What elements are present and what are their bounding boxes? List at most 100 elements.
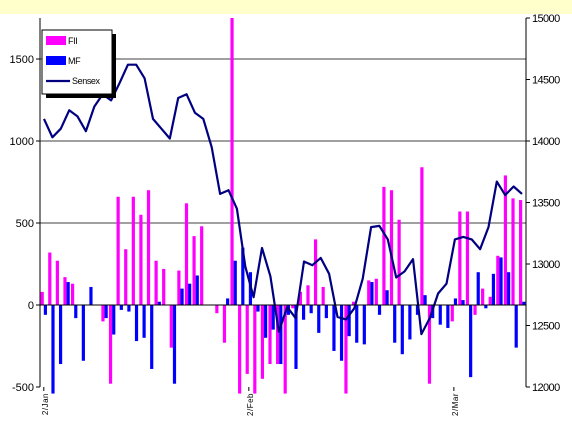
mf-bar bbox=[271, 305, 275, 330]
mf-bar bbox=[150, 305, 154, 369]
mf-bar bbox=[446, 305, 450, 328]
fii-bar bbox=[215, 305, 219, 314]
fii-bar bbox=[389, 190, 394, 305]
mf-bar bbox=[66, 282, 70, 305]
fii-bar bbox=[465, 211, 470, 305]
mf-bar bbox=[309, 305, 313, 314]
right-axis-tick-label: 12500 bbox=[532, 321, 560, 333]
right-axis-tick-label: 14500 bbox=[532, 75, 560, 87]
mf-bar bbox=[43, 305, 47, 315]
mf-bar bbox=[256, 305, 260, 312]
mf-bar bbox=[355, 305, 359, 343]
sensex-line bbox=[42, 63, 523, 336]
mf-bar bbox=[279, 305, 283, 365]
mf-bar bbox=[514, 305, 518, 348]
fii-bar bbox=[291, 305, 295, 309]
fii-bar bbox=[162, 268, 166, 305]
mf-bar bbox=[89, 286, 93, 305]
legend-swatch bbox=[46, 36, 66, 45]
right-axis-tick-label: 13000 bbox=[532, 259, 560, 271]
fii-bar bbox=[519, 200, 523, 305]
mf-bar bbox=[347, 305, 351, 337]
fii-bar bbox=[48, 252, 52, 305]
fii-bar bbox=[382, 186, 386, 305]
fii-bar bbox=[230, 18, 234, 305]
mf-bar bbox=[484, 305, 488, 309]
fii-bar bbox=[420, 167, 424, 305]
fii-bar bbox=[139, 214, 143, 305]
x-axis-tick-label: 2/Feb bbox=[246, 393, 255, 416]
fii-bar bbox=[154, 260, 158, 305]
mf-bar bbox=[58, 305, 63, 365]
mf-bar bbox=[172, 305, 177, 384]
fii-bar bbox=[503, 175, 508, 305]
mf-bar bbox=[134, 305, 139, 342]
fii-bar bbox=[458, 211, 462, 305]
mf-bar bbox=[377, 305, 382, 315]
legend-label: FII bbox=[68, 36, 77, 46]
axes: -500 0 500 1000 1500 12000 12500 13000 13500 1400… bbox=[10, 13, 561, 416]
sensex-line-group bbox=[42, 63, 523, 336]
fii-bar bbox=[283, 305, 287, 394]
fii-bar bbox=[63, 277, 67, 305]
mf-bar bbox=[491, 273, 496, 305]
fii-bar bbox=[253, 305, 257, 394]
fii-bar bbox=[276, 305, 280, 365]
fii-bar bbox=[124, 249, 128, 305]
fii-bar bbox=[488, 296, 492, 305]
fii-bar bbox=[321, 286, 325, 305]
mf-bar bbox=[469, 305, 473, 378]
mf-bar bbox=[241, 247, 245, 305]
fii-bar bbox=[473, 305, 477, 315]
fii-bar bbox=[374, 278, 378, 305]
mf-bar bbox=[226, 298, 230, 305]
fii-bar bbox=[131, 196, 135, 305]
fii-bar bbox=[351, 301, 356, 305]
fii-bar bbox=[108, 305, 113, 384]
mf-bar bbox=[332, 305, 336, 351]
right-axis-tick-label: 14000 bbox=[532, 136, 560, 148]
mf-bar bbox=[119, 305, 123, 310]
mf-bar bbox=[81, 305, 85, 361]
fii-bar bbox=[40, 291, 44, 305]
mf-bar bbox=[438, 305, 442, 325]
fii-bar bbox=[70, 283, 75, 305]
left-axis-tick-label: -500 bbox=[12, 382, 34, 394]
fii-bar bbox=[496, 255, 500, 305]
mf-bar bbox=[522, 301, 526, 305]
mf-bar bbox=[195, 275, 199, 305]
fii-bar bbox=[184, 203, 189, 305]
fii-bar bbox=[481, 288, 485, 305]
fii-bar bbox=[397, 219, 401, 305]
mf-bar bbox=[385, 290, 389, 305]
legend: FII MF Sensex bbox=[41, 29, 116, 98]
mf-bar bbox=[112, 305, 116, 335]
fii-bar bbox=[344, 305, 348, 394]
mf-bar bbox=[476, 272, 480, 305]
right-axis-tick-label: 13500 bbox=[532, 198, 560, 210]
mf-bar bbox=[74, 305, 78, 319]
mf-bar bbox=[51, 305, 55, 394]
mf-bar bbox=[507, 272, 511, 305]
x-axis-tick-label: 2/Jan bbox=[41, 393, 50, 415]
fii-bar bbox=[268, 305, 272, 365]
mf-bar bbox=[104, 305, 108, 319]
fii-bar bbox=[313, 239, 318, 305]
fii-bar bbox=[367, 280, 371, 305]
mf-bar bbox=[393, 305, 397, 343]
fii-bar bbox=[146, 190, 151, 305]
mf-bar bbox=[180, 288, 184, 305]
mf-bar bbox=[127, 305, 131, 312]
fii-bar bbox=[169, 305, 173, 348]
right-axis-tick-label: 12000 bbox=[532, 382, 560, 394]
mf-bar bbox=[423, 295, 427, 305]
mf-bar bbox=[317, 305, 321, 333]
mf-bar bbox=[324, 305, 328, 319]
top-band bbox=[0, 0, 572, 14]
fii-bar bbox=[200, 226, 204, 305]
left-axis-tick-label: 500 bbox=[16, 218, 34, 230]
left-axis-tick-label: 1500 bbox=[10, 54, 34, 66]
mf-bar bbox=[294, 305, 298, 369]
fii-bar bbox=[245, 305, 249, 374]
